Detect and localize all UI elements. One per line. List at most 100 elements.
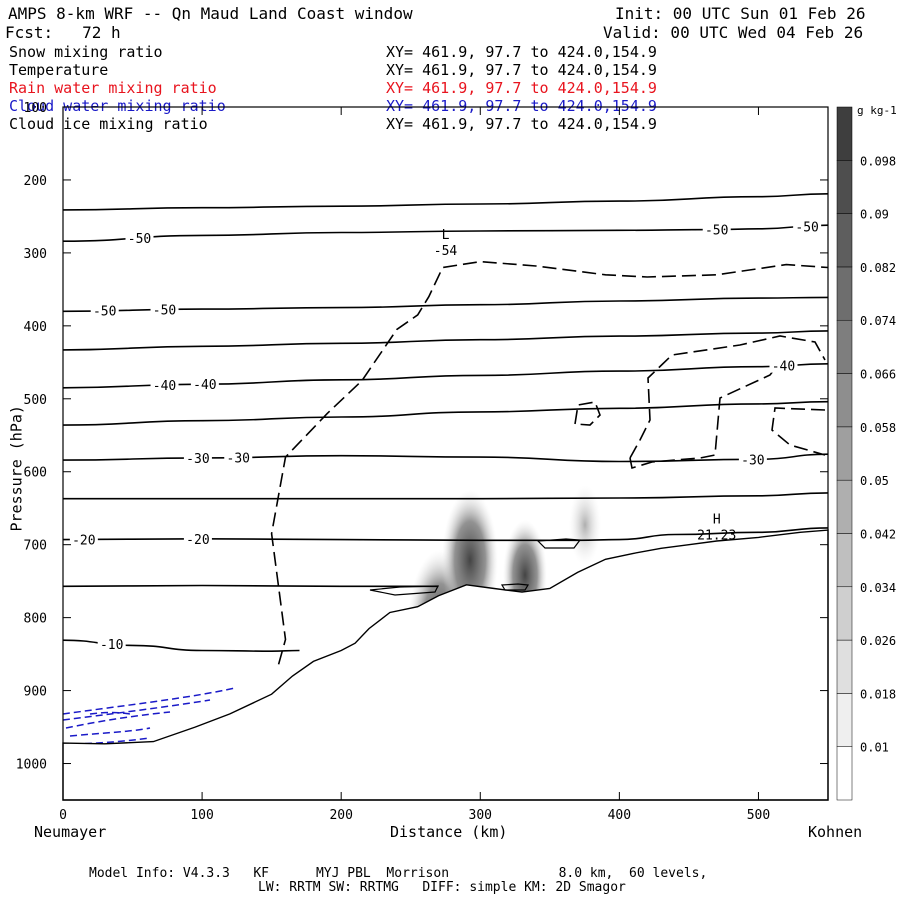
colorbar-label: 0.074 (860, 314, 896, 328)
model-info-line2: LW: RRTM SW: RRTMG DIFF: simple KM: 2D S… (258, 880, 626, 895)
x-right-endpoint: Kohnen (808, 823, 863, 841)
colorbar-segment (836, 319, 853, 374)
colorbar-segment (836, 746, 853, 801)
isotherm-line (62, 193, 829, 211)
x-tick-label: 0 (59, 808, 67, 823)
cloud-water-contour (62, 687, 236, 715)
plot-frame (62, 106, 829, 801)
colorbar-segment (836, 373, 853, 428)
dashed-contour-edge (771, 407, 826, 456)
contour-labels: -50 -50 -50 -50 -50 -40 -40 -40 -30 -30 -30 -20 -20 -… (69, 219, 822, 653)
isotherm-line (62, 296, 829, 313)
y-tick-label: 100 (24, 101, 47, 116)
contour-label: -30 (227, 451, 250, 466)
y-axis-title: Pressure (hPa) (7, 405, 26, 532)
contour-label-bg (69, 532, 98, 547)
isotherm-line (62, 224, 829, 242)
colorbar-segment (836, 160, 853, 214)
legend-xy-temperature: XY= 461.9, 97.7 to 424.0,154.9 (386, 61, 657, 79)
y-tick-label: 400 (24, 320, 47, 335)
contour-label-bg (183, 531, 212, 546)
contour-label: -50 (128, 232, 151, 247)
terrain-profile (62, 529, 829, 801)
extreme-markers: L-54 H21.23 (434, 228, 737, 543)
dashed-contour-main (270, 260, 829, 665)
legend-xy-snow: XY= 461.9, 97.7 to 424.0,154.9 (386, 43, 657, 61)
colorbar-label: 0.034 (860, 581, 896, 595)
colorbar-label: 0.098 (860, 154, 896, 168)
cloud-water-contour (89, 711, 131, 715)
isotherm-line (63, 492, 829, 500)
x-left-endpoint: Neumayer (34, 823, 107, 841)
x-tick-label: 200 (329, 808, 352, 823)
colorbar: 0.01 0.018 0.026 0.034 0.042 0.05 0.058 0.066 0.… (836, 104, 897, 801)
isotherm-line (62, 330, 829, 351)
contour-label-bg (224, 450, 253, 465)
closed-contour (500, 583, 530, 591)
small-closed-contours (369, 538, 582, 596)
forecast-hour: Fcst: 72 h (5, 23, 121, 42)
contour-label-bg (90, 303, 119, 318)
x-tick-label: 300 (469, 808, 492, 823)
dashed-contour-small-loop (574, 401, 601, 426)
y-tick-label: 700 (24, 539, 47, 554)
x-tick-label: 100 (190, 808, 213, 823)
colorbar-segment (836, 106, 853, 161)
isotherm-line (62, 584, 439, 588)
colorbar-segment (836, 479, 853, 534)
legend-xy-cloud-water: XY= 461.9, 97.7 to 424.0,154.9 (386, 97, 657, 115)
cloud-water-contour (69, 727, 151, 737)
colorbar-label: 0.082 (860, 261, 896, 275)
contour-label: -30 (186, 452, 209, 467)
axes: 0 100 200 300 400 500 100 200 300 400 500 600 700 800… (16, 101, 828, 823)
dashed-contours (270, 260, 829, 665)
y-tick-label: 900 (24, 685, 47, 700)
contour-label: -50 (705, 224, 728, 239)
snow-shading-core (569, 485, 601, 565)
contour-label: -20 (72, 533, 95, 548)
legend-xy-rain: XY= 461.9, 97.7 to 424.0,154.9 (386, 79, 657, 97)
legend-name-snow: Snow mixing ratio (9, 43, 163, 61)
legend-xy-cloud-ice: XY= 461.9, 97.7 to 424.0,154.9 (386, 115, 657, 133)
dashed-contour-loop-right (629, 361, 781, 470)
y-tick-label: 600 (24, 466, 47, 481)
extreme-symbol: L (442, 228, 450, 243)
colorbar-label: 0.066 (860, 368, 896, 382)
colorbar-segment (836, 533, 853, 588)
contour-label-bg (125, 231, 154, 246)
contour-label: -20 (186, 533, 209, 548)
cloud-water-contours (62, 687, 236, 745)
contour-label-bg (150, 378, 179, 393)
colorbar-label: 0.058 (860, 421, 896, 435)
contour-label: -50 (93, 305, 116, 320)
colorbar-segment (836, 426, 853, 481)
colorbar-segment (836, 213, 853, 268)
colorbar-label: 0.042 (860, 527, 896, 541)
colorbar-label: 0.01 (860, 741, 889, 755)
legend-name-cloud-ice: Cloud ice mixing ratio (9, 115, 208, 133)
y-tick-label: 1000 (16, 758, 47, 773)
extreme-symbol: H (713, 512, 721, 527)
colorbar-label: 0.09 (860, 208, 889, 222)
colorbar-segment (836, 693, 853, 747)
isotherm-line (62, 527, 829, 542)
contour-label: -40 (153, 379, 176, 394)
colorbar-segment (836, 586, 853, 641)
legend-name-rain: Rain water mixing ratio (9, 79, 217, 97)
x-tick-label: 500 (747, 808, 770, 823)
extreme-value: -54 (434, 244, 458, 259)
init-time: Init: 00 UTC Sun 01 Feb 26 (615, 4, 866, 23)
contour-label-bg (190, 377, 219, 392)
y-tick-label: 300 (24, 247, 47, 262)
cloud-water-contour (62, 699, 211, 721)
colorbar-label: 0.026 (860, 634, 896, 648)
dashed-contour-loop-right (629, 335, 826, 459)
valid-time: Valid: 00 UTC Wed 04 Feb 26 (603, 23, 864, 42)
contour-label: -50 (795, 220, 818, 235)
temperature-isotherms (62, 193, 829, 653)
y-tick-label: 800 (24, 612, 47, 627)
contour-label-bg (150, 302, 179, 317)
contour-label-bg (183, 450, 212, 465)
colorbar-segment (836, 266, 853, 321)
